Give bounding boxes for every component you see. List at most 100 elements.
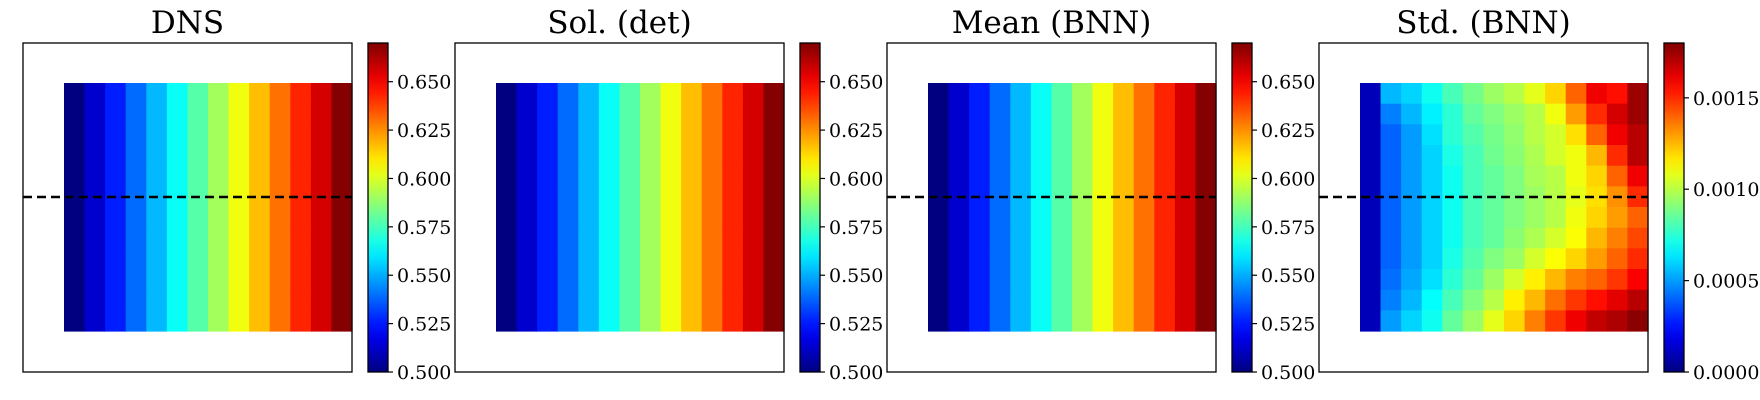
heatmap-cell <box>1627 83 1649 105</box>
heatmap-cell <box>187 145 209 167</box>
heatmap-cell <box>989 289 1011 311</box>
heatmap-cell <box>187 248 209 270</box>
heatmap-cell <box>1442 269 1464 291</box>
heatmap-cell <box>1524 227 1546 249</box>
heatmap-cell <box>1401 165 1423 187</box>
heatmap-cell <box>578 83 600 105</box>
heatmap-cell <box>660 207 682 229</box>
heatmap-cell <box>516 165 538 187</box>
heatmap-cell <box>1195 186 1217 208</box>
heatmap-cell <box>1360 289 1382 311</box>
heatmap-cell <box>742 124 765 146</box>
heatmap-cell <box>1627 207 1649 229</box>
heatmap-cell <box>1174 124 1197 146</box>
heatmap-cell <box>701 289 723 311</box>
heatmap-cell <box>1606 207 1629 229</box>
heatmap-cell <box>1072 165 1094 187</box>
heatmap-cell <box>1586 207 1608 229</box>
heatmap-cell <box>701 207 723 229</box>
heatmap-cell <box>249 289 271 311</box>
heatmap-cell <box>228 269 250 291</box>
heatmap-cell <box>928 310 950 332</box>
heatmap-cell <box>208 165 230 187</box>
heatmap-cell <box>640 269 662 291</box>
axes-frame <box>1318 42 1649 373</box>
heatmap-cell <box>1421 83 1443 105</box>
colorbar-tick-label: 0.600 <box>1261 168 1315 190</box>
heatmap-cell <box>331 145 353 167</box>
heatmap-cell <box>1133 145 1155 167</box>
heatmap-cell <box>1380 83 1402 105</box>
heatmap-cell <box>1030 289 1053 311</box>
heatmap-cell <box>1154 124 1176 146</box>
heatmap-cell <box>1586 103 1608 125</box>
heatmap-cell <box>1565 145 1587 167</box>
heatmap-cell <box>269 248 291 270</box>
heatmap-cell <box>660 165 682 187</box>
heatmap-cell <box>1524 269 1546 291</box>
heatmap-cell <box>763 207 785 229</box>
heatmap-cell <box>1113 186 1135 208</box>
heatmap-cell <box>681 207 703 229</box>
heatmap-cell <box>578 227 600 249</box>
heatmap-cell <box>166 145 189 167</box>
heatmap-cell <box>701 124 723 146</box>
heatmap-cell <box>1504 289 1526 311</box>
heatmap-cell <box>1504 124 1526 146</box>
heatmap-cell <box>516 310 538 332</box>
heatmap-cell <box>701 310 723 332</box>
heatmap-cell <box>1442 248 1464 270</box>
heatmap-cell <box>1030 103 1053 125</box>
heatmap-cell <box>146 83 168 105</box>
heatmap-cell <box>1195 248 1217 270</box>
heatmap-cell <box>1606 248 1629 270</box>
heatmap-cell <box>166 124 189 146</box>
heatmap-cell <box>1092 165 1114 187</box>
heatmap-cell <box>928 269 950 291</box>
panel-4: Std. (BNN) 0.0000 0.0005 0.0010 0.0015 <box>1318 5 1759 384</box>
heatmap-cell <box>496 207 518 229</box>
heatmap-cell <box>1133 227 1155 249</box>
heatmap-cell <box>681 248 703 270</box>
heatmap-cell <box>763 227 785 249</box>
heatmap-cell <box>208 83 230 105</box>
heatmap-cell <box>249 83 271 105</box>
heatmap-cell <box>1442 165 1464 187</box>
heatmap-cell <box>928 186 950 208</box>
heatmap-cell <box>1154 83 1176 105</box>
heatmap-cell <box>969 310 991 332</box>
colorbar <box>367 42 389 373</box>
heatmap-cell <box>1010 103 1032 125</box>
heatmap-cell <box>84 269 106 291</box>
heatmap-cell <box>1380 103 1402 125</box>
heatmap-cell <box>948 124 970 146</box>
heatmap-cell <box>1483 269 1505 291</box>
heatmap-cell <box>64 83 86 105</box>
heatmap-cell <box>125 310 147 332</box>
heatmap-cell <box>948 207 970 229</box>
heatmap-cell <box>1133 165 1155 187</box>
heatmap-cell <box>516 248 538 270</box>
heatmap-cell <box>1545 269 1567 291</box>
heatmap-cell <box>763 165 785 187</box>
heatmap-cell <box>1072 145 1094 167</box>
heatmap-cell <box>1154 310 1176 332</box>
heatmap-cell <box>1565 83 1587 105</box>
heatmap-cell <box>742 289 765 311</box>
heatmap-cell <box>1360 207 1382 229</box>
heatmap-cell <box>1380 227 1402 249</box>
heatmap-cell <box>701 165 723 187</box>
heatmap-cell <box>660 83 682 105</box>
heatmap-cell <box>640 227 662 249</box>
heatmap-cell <box>1010 83 1032 105</box>
heatmap-cell <box>1133 207 1155 229</box>
heatmap-cell <box>1483 103 1505 125</box>
heatmap-cell <box>269 310 291 332</box>
heatmap-cell <box>1565 207 1587 229</box>
heatmap-cell <box>310 207 333 229</box>
axes-frame <box>22 42 353 373</box>
heatmap-cell <box>660 103 682 125</box>
heatmap-cell <box>1113 207 1135 229</box>
heatmap-cell <box>701 145 723 167</box>
heatmap-cell <box>1421 145 1443 167</box>
